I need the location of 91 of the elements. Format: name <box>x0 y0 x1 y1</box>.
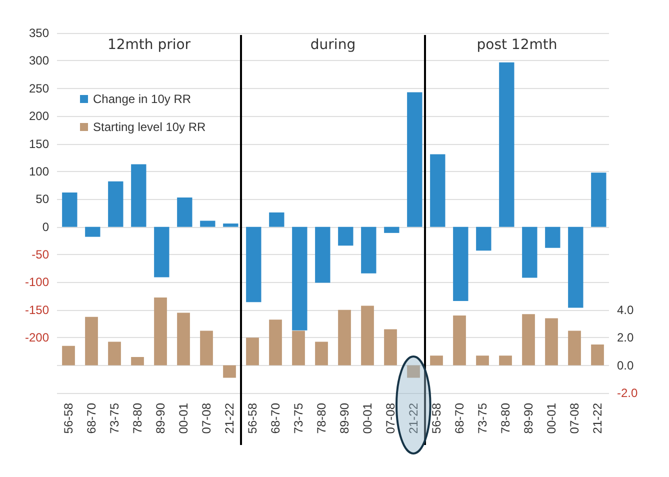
bar <box>591 172 606 227</box>
bar <box>62 192 78 227</box>
bar <box>522 226 538 278</box>
bar <box>62 346 75 366</box>
y-tick-label: 0 <box>42 220 50 234</box>
bar <box>315 342 328 366</box>
bar <box>223 365 236 378</box>
y-tick-label: 350 <box>28 26 50 40</box>
x-tick-label: 73-75 <box>108 402 122 434</box>
x-tick-label: 89-90 <box>522 402 536 434</box>
x-tick-label: 89-90 <box>338 402 352 434</box>
bar <box>338 310 351 366</box>
bar <box>476 226 492 251</box>
bar <box>85 226 100 237</box>
y2-tick-label: 4.0 <box>617 302 634 317</box>
x-tick-label: 00-01 <box>544 402 558 434</box>
bar <box>269 320 282 366</box>
bar <box>177 197 192 227</box>
bar <box>384 329 397 366</box>
y-tick-label: -150 <box>24 302 50 317</box>
y-tick-label: 250 <box>28 81 50 96</box>
x-tick-label: 00-01 <box>176 402 190 434</box>
x-tick-label: 78-80 <box>498 402 512 434</box>
bar <box>430 154 446 227</box>
bar <box>200 220 216 227</box>
bar <box>108 181 124 227</box>
bar <box>361 306 374 366</box>
x-tick-label: 07-08 <box>568 402 582 434</box>
bar <box>545 226 560 248</box>
x-tick-label: 07-08 <box>200 402 214 434</box>
x-tick-label: 68-70 <box>268 402 282 434</box>
y-tick-label: 100 <box>28 164 50 178</box>
x-tick-label: 89-90 <box>154 402 168 434</box>
x-tick-label: 21-22 <box>406 402 420 434</box>
bar <box>200 330 213 366</box>
x-tick-label: 78-80 <box>130 402 144 434</box>
bar <box>568 226 584 308</box>
bar <box>476 356 489 366</box>
y-tick-label: 50 <box>36 192 50 206</box>
legend-label: Change in 10y RR <box>93 92 192 106</box>
y-tick-label: 300 <box>28 54 50 68</box>
bar <box>131 164 146 227</box>
y-tick-label: -50 <box>32 248 50 262</box>
bar <box>246 226 262 302</box>
y2-tick-label: 0.0 <box>617 358 634 372</box>
annotation: during <box>310 37 356 53</box>
x-tick-label: 21-22 <box>590 402 604 434</box>
bar <box>269 212 284 227</box>
x-tick-label: 68-70 <box>452 402 466 434</box>
bar <box>85 316 98 366</box>
bar <box>154 226 170 278</box>
x-tick-label: 21-22 <box>222 402 236 434</box>
bar <box>177 312 190 366</box>
x-tick-label: 73-75 <box>476 402 490 434</box>
y-tick-label: -100 <box>24 275 50 290</box>
y2-tick-label: -2.0 <box>617 386 638 400</box>
bar <box>315 226 330 283</box>
bar <box>499 356 512 366</box>
legend-label: Starting level 10y RR <box>93 120 206 134</box>
x-tick-label: 56-58 <box>246 402 260 434</box>
x-tick-label: 07-08 <box>384 402 398 434</box>
bar <box>499 62 514 227</box>
bar <box>108 342 121 366</box>
x-tick-label: 78-80 <box>314 402 328 434</box>
bar <box>453 315 466 366</box>
y2-tick-label: 2.0 <box>617 330 634 345</box>
x-tick-label: 56-58 <box>430 402 444 434</box>
bar <box>522 314 535 366</box>
annotation: 12mth prior <box>107 37 191 53</box>
bar <box>338 226 354 246</box>
bar <box>453 226 468 302</box>
bar <box>407 92 422 227</box>
y-tick-label: 200 <box>28 109 50 124</box>
bar <box>246 338 259 366</box>
y-tick-label: -200 <box>24 330 50 345</box>
bar <box>545 318 558 366</box>
bar <box>591 344 604 366</box>
x-tick-label: 00-01 <box>360 402 374 434</box>
x-tick-label: 68-70 <box>84 402 98 434</box>
bar <box>384 226 400 233</box>
bar <box>361 226 376 274</box>
bar <box>131 357 144 366</box>
x-tick-label: 73-75 <box>292 402 306 434</box>
annotation: post 12mth <box>476 37 558 53</box>
y-tick-label: 150 <box>28 136 50 151</box>
x-tick-label: 56-58 <box>62 402 76 434</box>
bar <box>407 365 420 378</box>
bar <box>223 224 238 227</box>
bar <box>154 297 167 366</box>
bar <box>430 356 443 366</box>
bar <box>568 330 581 366</box>
